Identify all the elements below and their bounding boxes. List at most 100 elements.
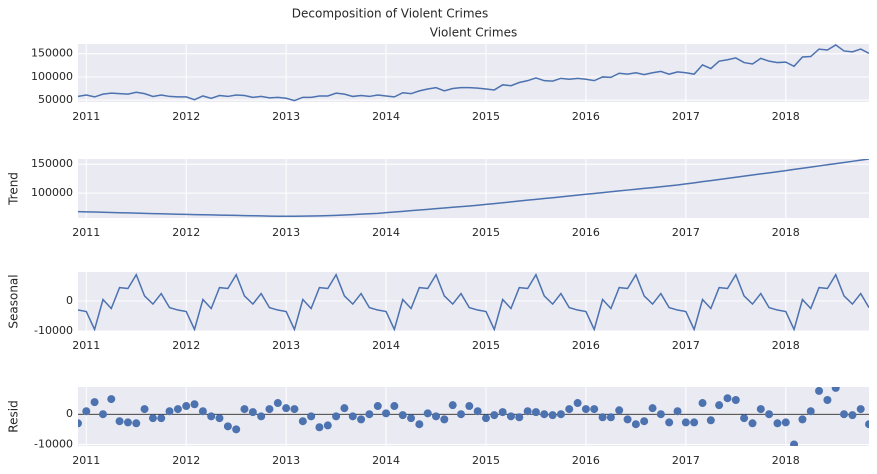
resid-point (706, 416, 715, 425)
x-tick-label: 2018 (772, 226, 800, 239)
x-tick-label: 2016 (572, 339, 600, 352)
resid-point (415, 420, 424, 429)
resid-point (265, 405, 274, 414)
resid-point (357, 415, 366, 424)
resid-point (681, 418, 690, 427)
y-axis-label: Seasonal (7, 274, 21, 328)
resid-point (215, 414, 224, 423)
resid-point (198, 407, 207, 416)
resid-point (765, 410, 774, 419)
resid-point (848, 411, 857, 420)
resid-point (573, 399, 582, 408)
resid-point (481, 414, 490, 423)
resid-point (373, 402, 382, 411)
series-line (78, 273, 869, 331)
resid-point (531, 408, 540, 417)
y-tick-label: 100000 (31, 70, 73, 83)
x-tick-label: 2015 (472, 110, 500, 123)
resid-point (715, 401, 724, 410)
plot-area (78, 387, 869, 446)
resid-point (240, 405, 249, 414)
resid-point (740, 414, 749, 423)
resid-point (390, 402, 399, 411)
resid-point (748, 419, 757, 428)
y-tick-label: 100000 (31, 186, 73, 199)
resid-point (407, 414, 416, 423)
resid-point (90, 398, 99, 407)
resid-point (257, 412, 266, 421)
resid-point (723, 394, 732, 403)
resid-point (248, 408, 257, 417)
resid-point (756, 405, 765, 414)
resid-point (398, 411, 407, 420)
resid-point (581, 405, 590, 414)
x-tick-label: 2018 (772, 339, 800, 352)
resid-point (606, 413, 615, 422)
resid-point (856, 405, 865, 414)
resid-point (190, 400, 199, 409)
resid-point (673, 407, 682, 416)
resid-point (840, 410, 849, 419)
resid-point (598, 413, 607, 422)
resid-point (273, 399, 282, 408)
plot-area (78, 159, 869, 218)
resid-point (831, 387, 840, 392)
resid-point (290, 405, 299, 414)
y-tick-label: 50000 (38, 93, 73, 106)
figure-title: Decomposition of Violent Crimes (292, 7, 488, 21)
resid-point (815, 387, 824, 395)
resid-point (790, 440, 799, 446)
resid-point (232, 425, 241, 434)
y-axis-label: Resid (7, 400, 21, 432)
resid-point (490, 411, 499, 420)
y-tick-label: 150000 (31, 157, 73, 170)
resid-point (82, 407, 91, 416)
plot-layer (78, 273, 869, 331)
resid-point (307, 412, 316, 421)
resid-point (473, 407, 482, 416)
resid-point (78, 419, 82, 428)
y-tick-label: 0 (66, 407, 73, 420)
resid-point (182, 402, 191, 411)
resid-point (173, 405, 182, 414)
resid-point (506, 412, 515, 421)
y-tick-label: -10000 (34, 324, 73, 337)
resid-point (556, 410, 565, 419)
x-tick-label: 2014 (372, 339, 400, 352)
resid-point (340, 404, 349, 413)
resid-point (631, 420, 640, 429)
resid-point (781, 418, 790, 427)
resid-point (98, 410, 107, 419)
resid-point (548, 411, 557, 420)
resid-point (690, 418, 699, 427)
resid-point (540, 410, 549, 419)
x-tick-label: 2015 (472, 226, 500, 239)
resid-point (773, 419, 782, 428)
resid-point (157, 414, 166, 423)
x-tick-label: 2015 (472, 339, 500, 352)
resid-point (823, 396, 832, 405)
x-tick-label: 2016 (572, 226, 600, 239)
resid-point (656, 410, 665, 419)
x-tick-label: 2014 (372, 226, 400, 239)
resid-point (323, 421, 332, 430)
resid-point (432, 412, 441, 421)
x-tick-label: 2016 (572, 110, 600, 123)
x-tick-label: 2011 (72, 110, 100, 123)
resid-point (615, 406, 624, 415)
resid-point (515, 413, 524, 422)
resid-point (806, 407, 815, 416)
y-tick-label: 0 (66, 294, 73, 307)
resid-point (115, 417, 124, 426)
x-tick-label: 2012 (172, 226, 200, 239)
x-tick-label: 2014 (372, 454, 400, 467)
series-line (78, 44, 869, 102)
resid-point (0, 432, 4, 440)
resid-point (448, 401, 457, 410)
x-tick-label: 2013 (272, 454, 300, 467)
resid-point (640, 417, 649, 426)
resid-point (798, 415, 807, 424)
x-tick-label: 2013 (272, 339, 300, 352)
resid-point (282, 404, 291, 413)
resid-point (315, 423, 324, 432)
